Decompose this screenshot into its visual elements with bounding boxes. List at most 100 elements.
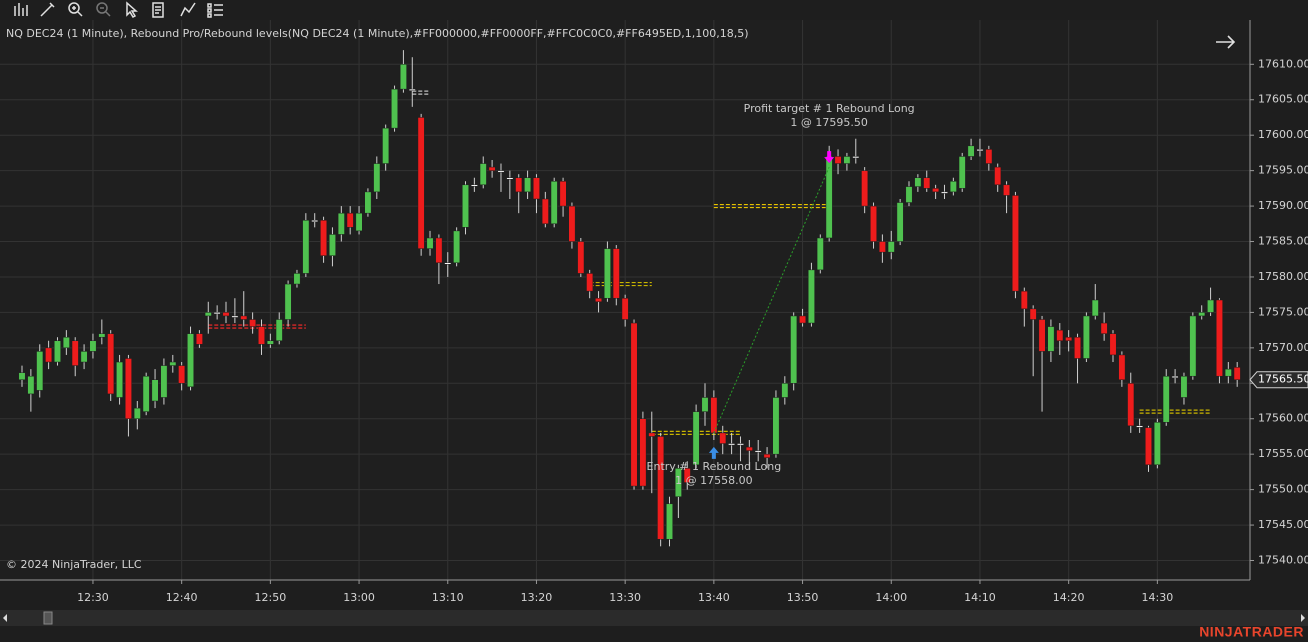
annotation-text: Entry # 1 Rebound Long bbox=[647, 460, 782, 473]
candle-body bbox=[133, 407, 141, 419]
scroll-thumb[interactable] bbox=[43, 611, 53, 625]
candle-body bbox=[719, 432, 727, 444]
y-tick-label: 17575.00 bbox=[1258, 305, 1308, 318]
candle-body bbox=[1029, 308, 1037, 320]
candle-body bbox=[329, 234, 336, 256]
candle-body bbox=[639, 418, 647, 487]
y-tick-label: 17560.00 bbox=[1258, 412, 1308, 425]
candle-body bbox=[932, 188, 940, 193]
candle-body bbox=[337, 212, 345, 235]
candle-body bbox=[923, 177, 931, 189]
candle-body bbox=[71, 340, 79, 366]
annotation-detail: 1 @ 17595.50 bbox=[790, 116, 867, 129]
candle-body bbox=[524, 177, 532, 193]
candle-body bbox=[994, 166, 1002, 186]
candle-body bbox=[754, 450, 762, 453]
candle-body bbox=[816, 237, 824, 271]
x-tick-label: 13:50 bbox=[787, 591, 819, 604]
x-tick-label: 14:10 bbox=[964, 591, 996, 604]
chart-title: NQ DEC24 (1 Minute), Rebound Pro/Rebound… bbox=[6, 27, 749, 40]
candle-body bbox=[763, 453, 771, 458]
pencil-icon[interactable] bbox=[40, 2, 55, 17]
candle-body bbox=[1118, 354, 1126, 380]
candle-body bbox=[1198, 312, 1206, 317]
x-tick-label: 14:20 bbox=[1053, 591, 1085, 604]
annotation-detail: 1 @ 17558.00 bbox=[675, 474, 752, 487]
candle-body bbox=[293, 273, 301, 285]
candle-body bbox=[870, 205, 877, 242]
candle-body bbox=[745, 446, 753, 451]
candle-body bbox=[453, 230, 461, 264]
zoom-in-icon[interactable] bbox=[68, 2, 80, 14]
scrollbar[interactable] bbox=[0, 610, 1308, 626]
candle-body bbox=[479, 163, 487, 186]
candle-body bbox=[36, 351, 44, 391]
candle-body bbox=[373, 163, 381, 193]
candle-body bbox=[1011, 195, 1019, 292]
candle-body bbox=[1233, 367, 1241, 380]
candle-body bbox=[462, 184, 469, 228]
candle-body bbox=[1216, 299, 1223, 377]
pointer-icon[interactable] bbox=[126, 1, 138, 18]
scroll-right[interactable] bbox=[1301, 614, 1305, 622]
candle-body bbox=[1127, 383, 1135, 427]
candle-body bbox=[195, 333, 203, 345]
candle-body bbox=[1189, 315, 1197, 377]
candle-body bbox=[435, 237, 443, 264]
candle-body bbox=[674, 468, 682, 497]
candle-body bbox=[781, 383, 789, 398]
candle-body bbox=[586, 273, 594, 292]
candle-body bbox=[62, 336, 70, 349]
candle-body bbox=[595, 297, 602, 303]
scroll-left[interactable] bbox=[3, 614, 7, 622]
candle-body bbox=[27, 375, 35, 395]
candle-body bbox=[772, 397, 780, 455]
candle-body bbox=[692, 411, 700, 466]
scroll-arrow[interactable] bbox=[1216, 35, 1236, 49]
scroll-track[interactable] bbox=[0, 610, 1308, 626]
bars-icon[interactable] bbox=[14, 3, 28, 16]
candle-body bbox=[470, 184, 478, 187]
strategy-icon[interactable] bbox=[180, 2, 196, 17]
candle-body bbox=[896, 202, 904, 242]
candle-body bbox=[878, 241, 886, 253]
candle-body bbox=[1109, 333, 1117, 356]
candle-body bbox=[737, 443, 744, 446]
candle-body bbox=[1003, 184, 1011, 196]
candle-body bbox=[621, 297, 629, 320]
candle-body bbox=[444, 262, 452, 265]
y-tick-label: 17570.00 bbox=[1258, 341, 1308, 354]
candle-body bbox=[45, 347, 53, 363]
candles bbox=[18, 50, 1241, 547]
candle-body bbox=[1056, 329, 1064, 342]
candle-body bbox=[124, 358, 132, 419]
x-tick-label: 14:30 bbox=[1142, 591, 1174, 604]
candle-body bbox=[98, 333, 106, 338]
candle-body bbox=[311, 220, 319, 223]
list-icon[interactable] bbox=[207, 3, 223, 18]
candle-body bbox=[1171, 375, 1179, 378]
candle-body bbox=[408, 88, 416, 91]
candle-body bbox=[382, 127, 390, 164]
candle-body bbox=[258, 326, 265, 345]
y-tick-label: 17595.00 bbox=[1258, 164, 1308, 177]
candle-body bbox=[364, 191, 372, 214]
candle-body bbox=[683, 468, 691, 483]
y-tick-label: 17600.00 bbox=[1258, 128, 1308, 141]
candle-body bbox=[1145, 427, 1152, 466]
x-tick-label: 13:20 bbox=[521, 591, 553, 604]
candle-body bbox=[1224, 368, 1232, 377]
candle-body bbox=[1100, 322, 1108, 334]
candle-body bbox=[976, 149, 984, 152]
properties-icon[interactable] bbox=[152, 2, 164, 18]
zoom-out-icon[interactable] bbox=[96, 2, 108, 14]
candle-body bbox=[302, 220, 310, 274]
candle-body bbox=[914, 177, 922, 187]
candle-body bbox=[852, 156, 860, 159]
candle-body bbox=[1091, 299, 1099, 317]
candle-body bbox=[426, 237, 434, 249]
candle-body bbox=[1136, 425, 1144, 428]
x-tick-label: 12:40 bbox=[166, 591, 198, 604]
last-price-marker bbox=[1249, 371, 1308, 389]
